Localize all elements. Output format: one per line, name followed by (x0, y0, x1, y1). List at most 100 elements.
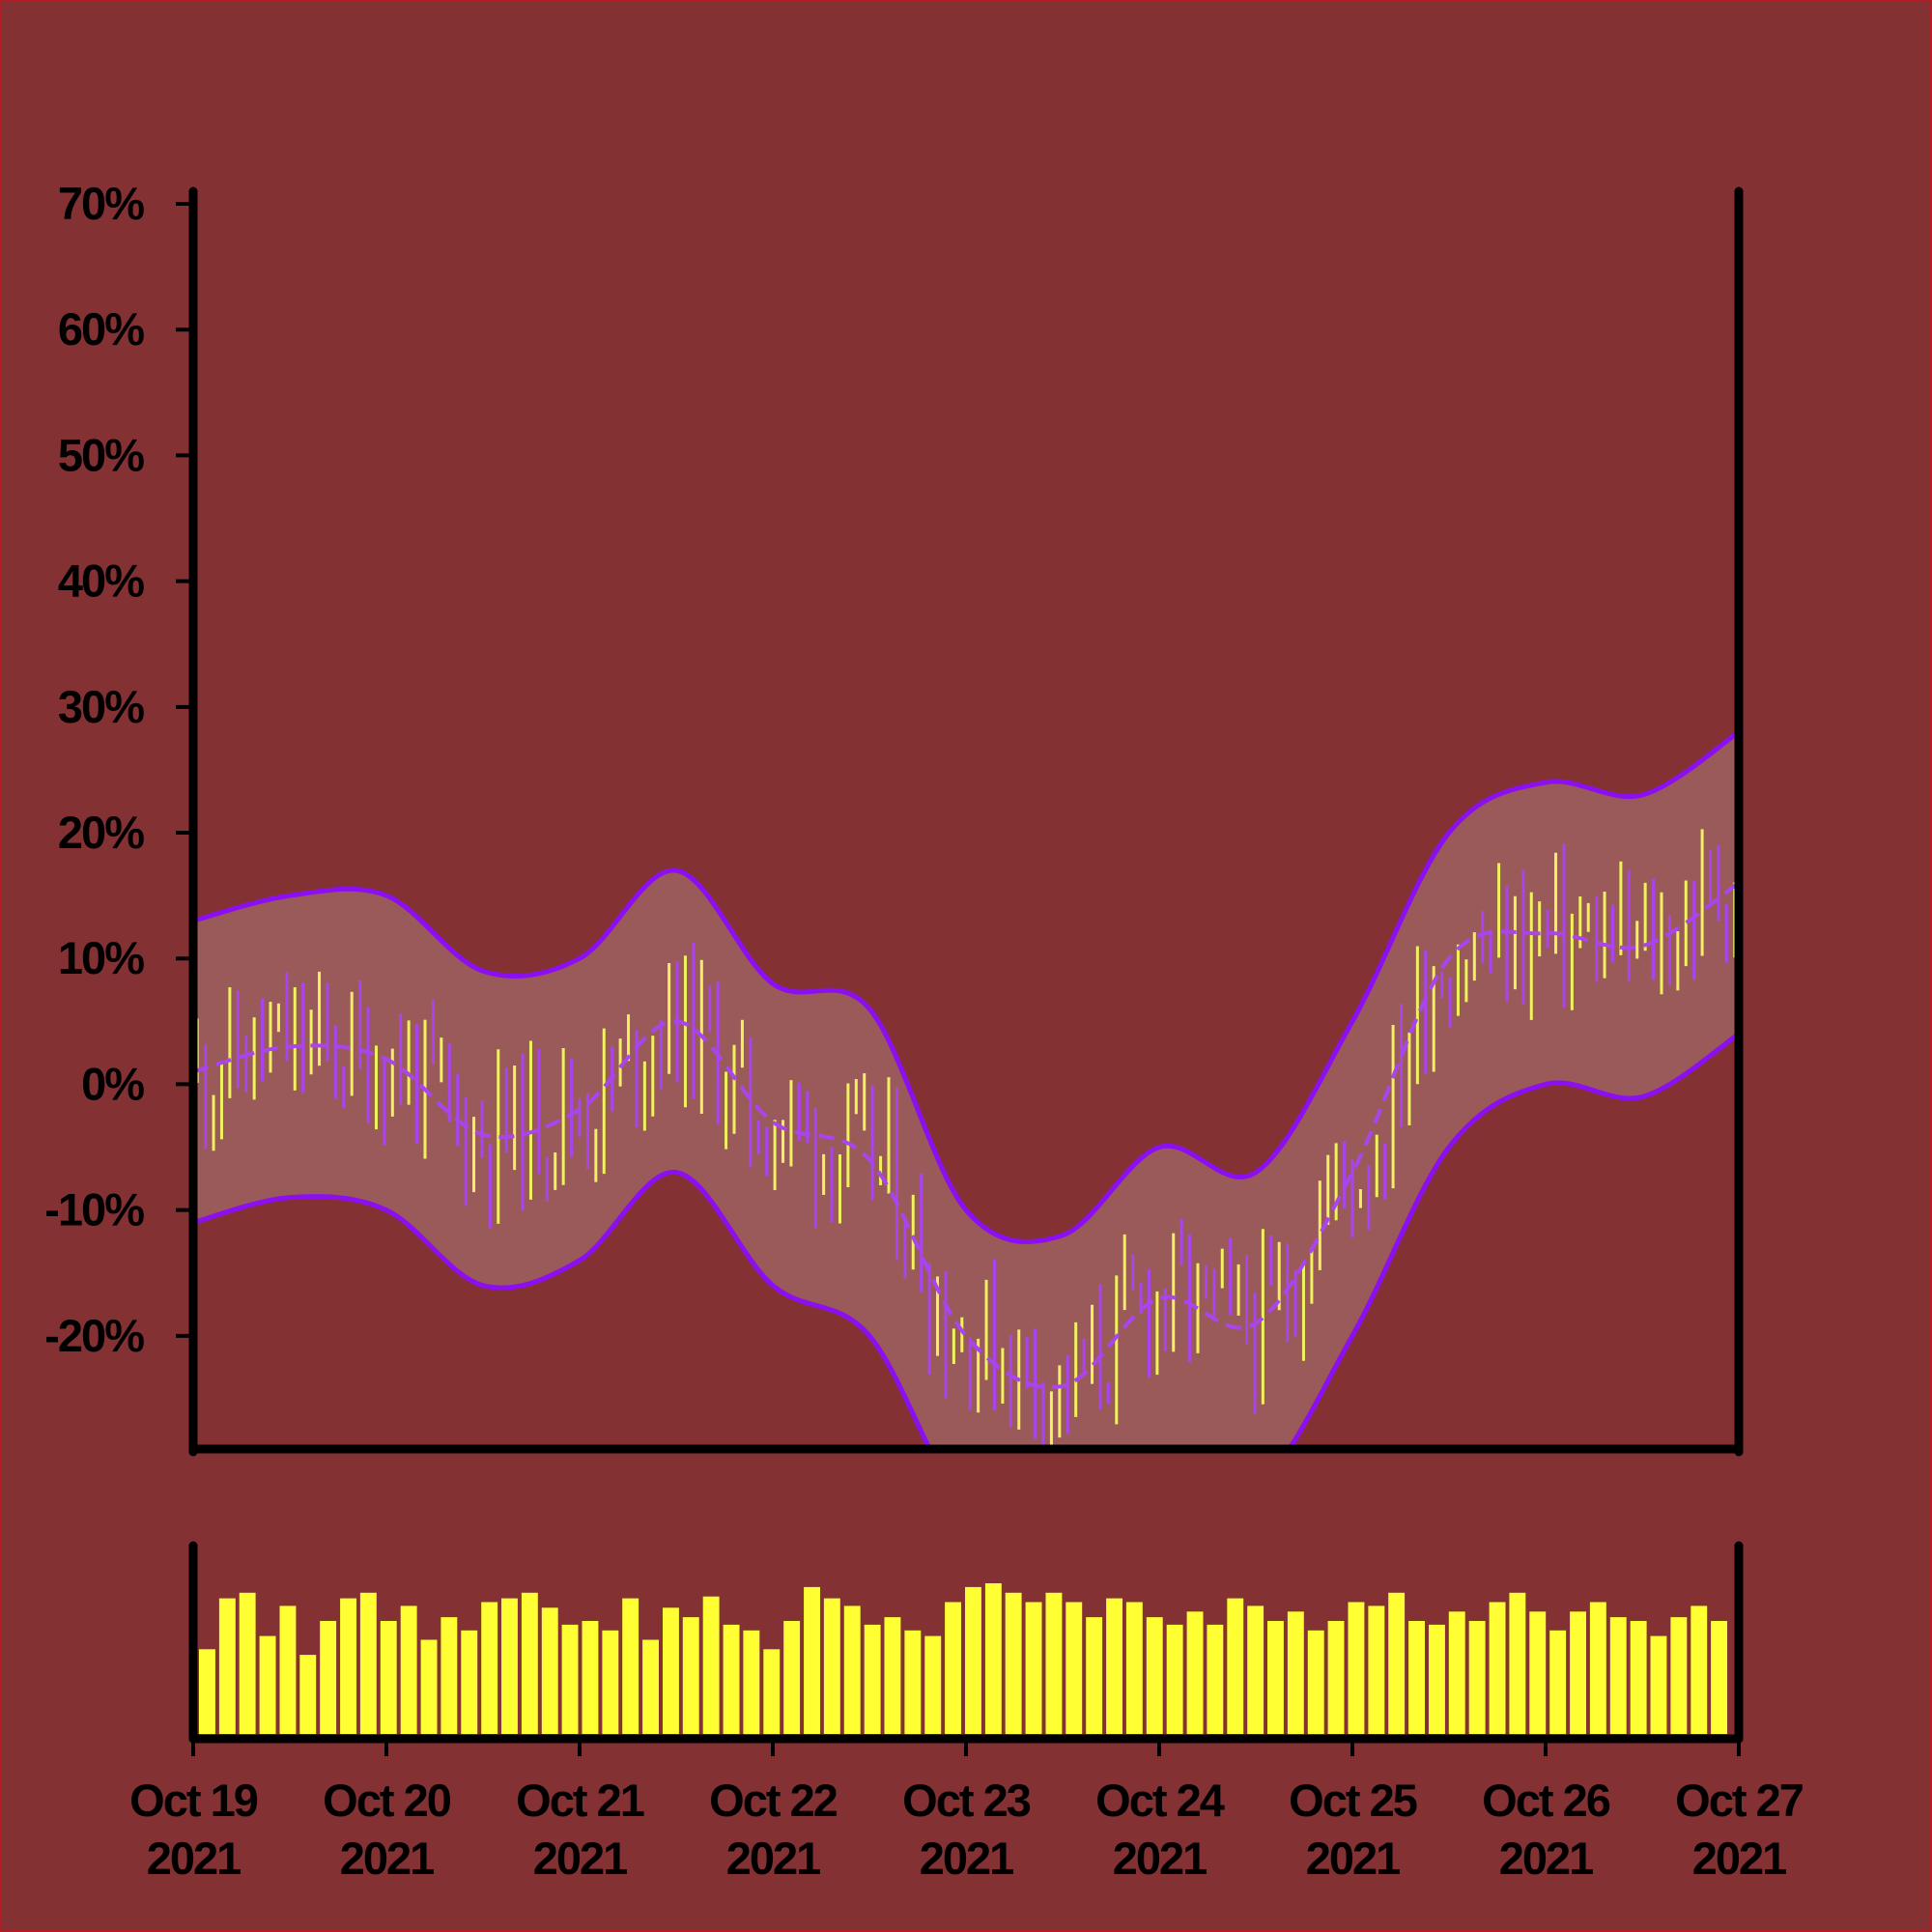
volume-bar (904, 1630, 922, 1735)
volume-bar (521, 1592, 538, 1735)
volume-bar (1609, 1617, 1627, 1734)
y-tick-label: 0% (81, 1058, 144, 1109)
volume-bar (1489, 1602, 1506, 1734)
volume-bar (199, 1649, 215, 1735)
volume-bar (783, 1621, 801, 1734)
volume-bar (359, 1592, 377, 1735)
x-tick-label: Oct 22 2021 (709, 1775, 838, 1884)
volume-bar (1408, 1621, 1425, 1734)
volume-bar (924, 1635, 942, 1734)
volume-bar (1509, 1592, 1526, 1735)
volume-bar (1247, 1605, 1264, 1734)
volume-bar (1630, 1621, 1647, 1734)
lower-band-line (193, 1032, 1739, 1449)
volume-bar (501, 1598, 518, 1734)
volume-bar (945, 1602, 961, 1734)
volume-bar (299, 1655, 317, 1734)
volume-bar (561, 1624, 579, 1734)
volume-bar (440, 1617, 458, 1734)
upper-band-line (193, 729, 1739, 1244)
y-tick-label: -10% (44, 1184, 144, 1236)
volume-bar (702, 1596, 720, 1734)
x-tick-label: Oct 19 2021 (129, 1775, 258, 1884)
bollinger-band-fill (193, 731, 1739, 1449)
volume-bar (1690, 1605, 1708, 1734)
y-tick-label: 20% (58, 807, 144, 858)
x-tick-label: Oct 20 2021 (323, 1775, 451, 1884)
volume-bar (1711, 1621, 1727, 1734)
volume-bar (1368, 1605, 1385, 1734)
volume-bar (1589, 1602, 1606, 1734)
volume-bar (1468, 1621, 1486, 1734)
volume-bar (1045, 1592, 1063, 1735)
volume-bar (723, 1624, 740, 1734)
volume-bar (1448, 1611, 1465, 1735)
x-tick-label: Oct 24 2021 (1095, 1775, 1225, 1884)
volume-bar (1227, 1598, 1244, 1734)
volume-bar (622, 1598, 639, 1734)
volume-bar (1125, 1602, 1143, 1734)
volume-bar (1186, 1611, 1204, 1735)
volume-bar (1106, 1598, 1122, 1734)
volume-bar (763, 1649, 781, 1735)
y-tick-label: -20% (44, 1310, 144, 1361)
y-tick-label: 60% (58, 303, 144, 355)
volume-bar (1166, 1624, 1183, 1734)
volume-bar (541, 1607, 558, 1734)
price-panel: 70% 60% 50% 40% 30% 20% 10% 0% -10% -20% (44, 178, 1744, 1457)
y-tick-label: 50% (58, 429, 144, 480)
volume-bar (663, 1607, 679, 1734)
volume-bar (1005, 1592, 1022, 1735)
volume-bar (864, 1624, 881, 1734)
volume-bar (481, 1602, 498, 1734)
volume-bar (1086, 1617, 1103, 1734)
volume-bar (1670, 1617, 1688, 1734)
volume-bar (582, 1621, 599, 1734)
x-tick-label: Oct 21 2021 (516, 1775, 644, 1884)
volume-bar (1267, 1621, 1284, 1734)
volume-bar (461, 1630, 478, 1735)
volume-bar (884, 1617, 901, 1734)
volume-bar (1348, 1602, 1365, 1734)
volume-bar (259, 1635, 276, 1734)
volume-bar (965, 1586, 981, 1734)
volume-bar (804, 1586, 820, 1734)
volume-panel: Oct 19 2021 Oct 20 2021 Oct 21 2021 Oct 22 2021… (129, 1541, 1805, 1884)
volume-bar (984, 1583, 1002, 1734)
y-tick-label: 10% (58, 932, 144, 983)
x-tick-label: Oct 23 2021 (902, 1775, 1031, 1884)
volume-bar (1307, 1630, 1324, 1735)
volume-bar (279, 1605, 297, 1734)
volume-bar (682, 1617, 699, 1734)
volume-bar (1065, 1602, 1083, 1734)
volume-bar (1327, 1621, 1345, 1734)
y-tick-label: 30% (58, 681, 144, 732)
x-tick-label: Oct 26 2021 (1482, 1775, 1610, 1884)
volume-bar (1207, 1624, 1224, 1734)
volume-bar (1650, 1635, 1667, 1734)
y-tick-label: 70% (58, 178, 144, 229)
volume-bar (1287, 1611, 1304, 1735)
volume-bar (320, 1621, 337, 1734)
x-axis-ticks: Oct 19 2021 Oct 20 2021 Oct 21 2021 Oct 22 2021… (129, 1739, 1805, 1884)
volume-bar (1549, 1630, 1567, 1735)
volume-bar (1146, 1617, 1163, 1734)
volume-bar (743, 1630, 760, 1735)
middle-band-line (193, 881, 1739, 1390)
x-tick-label: Oct 27 2021 (1675, 1775, 1804, 1884)
volume-bar (1570, 1611, 1586, 1735)
x-tick-label: Oct 25 2021 (1289, 1775, 1417, 1884)
volume-bars (199, 1583, 1727, 1735)
volume-bar (1429, 1624, 1445, 1734)
volume-bar (642, 1639, 659, 1734)
volume-bar (218, 1598, 236, 1734)
volume-bar (380, 1621, 397, 1734)
y-axis-ticks: 70% 60% 50% 40% 30% 20% 10% 0% -10% -20% (44, 178, 193, 1361)
volume-bar (823, 1598, 840, 1734)
volume-bar (602, 1630, 619, 1735)
volume-bar (1025, 1602, 1042, 1734)
volume-bar (400, 1605, 417, 1734)
volume-bar (1388, 1592, 1406, 1735)
